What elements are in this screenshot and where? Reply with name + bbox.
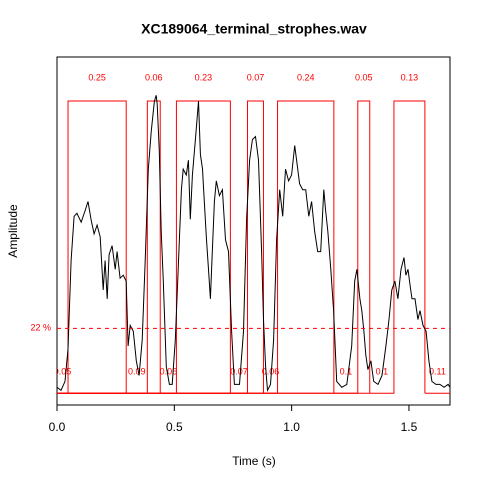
- gap-label: 0.07: [230, 366, 248, 376]
- threshold-label: 22 %: [30, 323, 51, 333]
- gap-label: 0.1: [376, 366, 389, 376]
- chart-title: XC189064_terminal_strophes.wav: [141, 21, 367, 37]
- x-axis-label: Time (s): [232, 454, 276, 468]
- signal-box: [57, 100, 426, 394]
- plot-frame: [56, 56, 451, 406]
- duration-label: 0.05: [355, 72, 373, 82]
- x-tick-label: 1.0: [283, 420, 300, 434]
- plot-area: 0.05 0.09 0.06 0.07 0.06 0.1 0.1 0.11: [54, 95, 450, 394]
- duration-label: 0.24: [297, 72, 315, 82]
- y-axis-label: Amplitude: [6, 204, 20, 258]
- gap-label: 0.06: [160, 366, 178, 376]
- signal-box: [57, 100, 371, 394]
- gap-label: 0.06: [262, 366, 280, 376]
- duration-label: 0.07: [247, 72, 265, 82]
- x-tick-label: 1.5: [401, 420, 418, 434]
- x-tick-label: 0.0: [49, 420, 66, 434]
- duration-label: 0.06: [145, 72, 163, 82]
- signal-box: [57, 100, 127, 394]
- gap-label: 0.1: [340, 366, 353, 376]
- envelope-line: [57, 95, 450, 393]
- gap-label: 0.05: [54, 366, 72, 376]
- gap-label: 0.09: [128, 366, 146, 376]
- x-tick-label: 0.5: [166, 420, 183, 434]
- signal-box: [57, 100, 231, 394]
- duration-label: 0.23: [195, 72, 213, 82]
- gap-label: 0.11: [429, 366, 446, 376]
- duration-label: 0.13: [401, 72, 419, 82]
- duration-label: 0.25: [88, 72, 106, 82]
